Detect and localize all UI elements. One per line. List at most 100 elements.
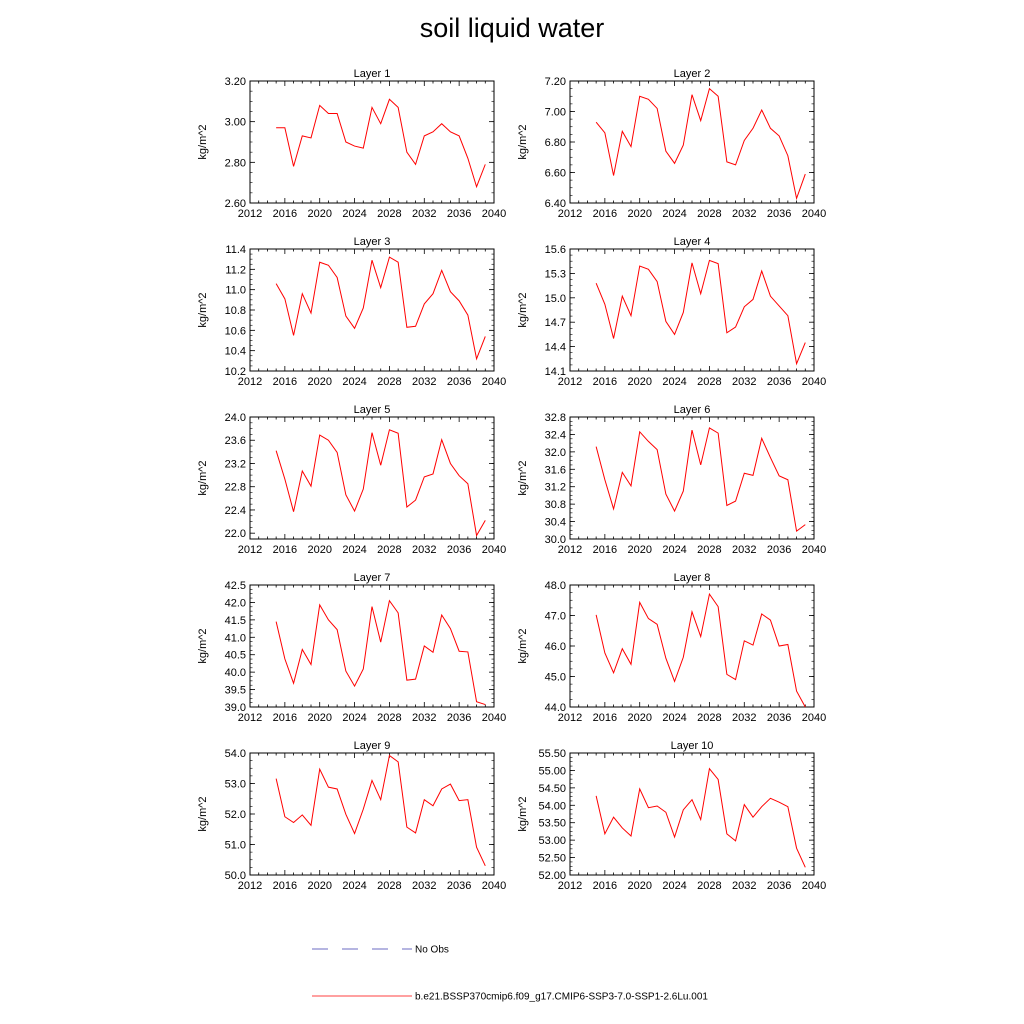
y-tick-label: 51.0 — [225, 840, 246, 852]
y-tick-label: 54.50 — [538, 783, 566, 795]
y-tick-label: 22.8 — [225, 482, 246, 494]
y-tick-label: 11.2 — [225, 264, 246, 276]
series-line — [276, 98, 486, 189]
x-tick-label: 2040 — [482, 712, 506, 724]
y-axis-label: kg/m^2 — [197, 796, 209, 831]
x-tick-label: 2032 — [732, 208, 756, 220]
series-line — [595, 87, 806, 201]
x-tick-label: 2012 — [558, 208, 582, 220]
x-tick-label: 2028 — [377, 376, 401, 388]
y-tick-label: 7.00 — [545, 107, 566, 119]
y-tick-label: 52.0 — [225, 809, 246, 821]
x-tick-label: 2012 — [558, 880, 582, 892]
y-tick-label: 40.0 — [225, 667, 246, 679]
x-tick-label: 2036 — [447, 208, 471, 220]
y-tick-label: 42.0 — [225, 597, 246, 609]
x-tick-label: 2028 — [377, 880, 401, 892]
x-tick-label: 2024 — [662, 208, 686, 220]
x-tick-label: 2024 — [662, 880, 686, 892]
x-tick-label: 2016 — [273, 880, 297, 892]
series-line — [275, 599, 486, 706]
x-tick-label: 2036 — [767, 376, 791, 388]
y-tick-label: 24.0 — [225, 412, 246, 424]
x-tick-label: 2040 — [802, 376, 826, 388]
x-tick-label: 2020 — [627, 712, 651, 724]
y-tick-label: 50.0 — [225, 870, 246, 882]
x-tick-label: 2040 — [802, 880, 826, 892]
series-line — [595, 427, 806, 533]
x-tick-label: 2028 — [697, 208, 721, 220]
y-tick-label: 53.00 — [538, 835, 566, 847]
y-axis-label: kg/m^2 — [197, 460, 209, 495]
y-tick-label: 40.5 — [225, 650, 246, 662]
y-tick-label: 32.8 — [545, 412, 566, 424]
panel-title: Layer 2 — [674, 68, 711, 80]
legend-no-obs-label: No Obs — [415, 945, 449, 956]
y-axis-label: kg/m^2 — [197, 628, 209, 663]
x-tick-label: 2040 — [482, 880, 506, 892]
y-tick-label: 47.0 — [545, 611, 566, 623]
chart-panel-7: Layer 7 kg/m^2 2012 2016 2020 2024 2028 2032 203… — [197, 572, 506, 724]
series-line — [275, 429, 486, 537]
x-tick-label: 2032 — [412, 376, 436, 388]
x-tick-label: 2020 — [307, 208, 331, 220]
x-tick-label: 2032 — [732, 544, 756, 556]
y-tick-label: 31.6 — [545, 464, 566, 476]
y-tick-label: 52.00 — [538, 870, 566, 882]
x-tick-label: 2012 — [238, 376, 262, 388]
x-tick-label: 2036 — [447, 544, 471, 556]
x-tick-label: 2012 — [558, 376, 582, 388]
y-axis-label: kg/m^2 — [517, 124, 529, 159]
panel-title: Layer 3 — [354, 236, 391, 248]
y-tick-label: 14.1 — [545, 366, 566, 378]
x-tick-label: 2036 — [767, 712, 791, 724]
page-title: soil liquid water — [419, 13, 605, 43]
y-tick-label: 54.00 — [538, 800, 566, 812]
y-tick-label: 22.4 — [225, 505, 246, 517]
x-tick-label: 2016 — [273, 544, 297, 556]
x-tick-label: 2024 — [342, 880, 366, 892]
chart-panel-10: Layer 10 kg/m^2 2012 2016 2020 2024 2028 2032 20… — [517, 740, 826, 892]
x-tick-label: 2036 — [447, 880, 471, 892]
y-tick-label: 14.4 — [545, 342, 566, 354]
y-tick-label: 3.00 — [225, 117, 246, 129]
x-tick-label: 2012 — [238, 880, 262, 892]
series-line — [595, 767, 806, 868]
x-tick-label: 2024 — [342, 712, 366, 724]
y-tick-label: 45.0 — [545, 672, 566, 684]
y-tick-label: 44.0 — [545, 702, 566, 714]
x-tick-label: 2024 — [662, 376, 686, 388]
y-tick-label: 23.6 — [225, 435, 246, 447]
panel-title: Layer 6 — [674, 404, 711, 416]
y-tick-label: 41.5 — [225, 615, 246, 627]
x-tick-label: 2032 — [732, 712, 756, 724]
y-tick-label: 39.0 — [225, 702, 246, 714]
x-tick-label: 2036 — [447, 712, 471, 724]
x-tick-label: 2028 — [697, 880, 721, 892]
y-tick-label: 10.2 — [225, 366, 246, 378]
x-tick-label: 2020 — [307, 544, 331, 556]
x-tick-label: 2040 — [802, 712, 826, 724]
y-tick-label: 2.80 — [225, 157, 246, 169]
x-tick-label: 2024 — [342, 208, 366, 220]
series-line — [595, 592, 806, 708]
legend-model-label: b.e21.BSSP370cmip6.f09_g17.CMIP6-SSP3-7.… — [415, 992, 708, 1003]
x-tick-label: 2020 — [627, 544, 651, 556]
y-tick-label: 55.50 — [538, 748, 566, 760]
y-tick-label: 41.0 — [225, 632, 246, 644]
y-axis-label: kg/m^2 — [517, 796, 529, 831]
panel-title: Layer 1 — [354, 68, 391, 80]
chart-panel-5: Layer 5 kg/m^2 2012 2016 2020 2024 2028 2032 203… — [197, 404, 506, 556]
x-tick-label: 2036 — [767, 880, 791, 892]
y-tick-label: 23.2 — [225, 458, 246, 470]
y-axis-label: kg/m^2 — [197, 292, 209, 327]
y-tick-label: 30.4 — [545, 517, 566, 529]
x-tick-label: 2016 — [593, 376, 617, 388]
x-tick-label: 2020 — [307, 712, 331, 724]
y-tick-label: 7.20 — [545, 76, 566, 88]
x-tick-label: 2028 — [377, 208, 401, 220]
x-tick-label: 2028 — [697, 544, 721, 556]
y-tick-label: 11.4 — [225, 244, 246, 256]
